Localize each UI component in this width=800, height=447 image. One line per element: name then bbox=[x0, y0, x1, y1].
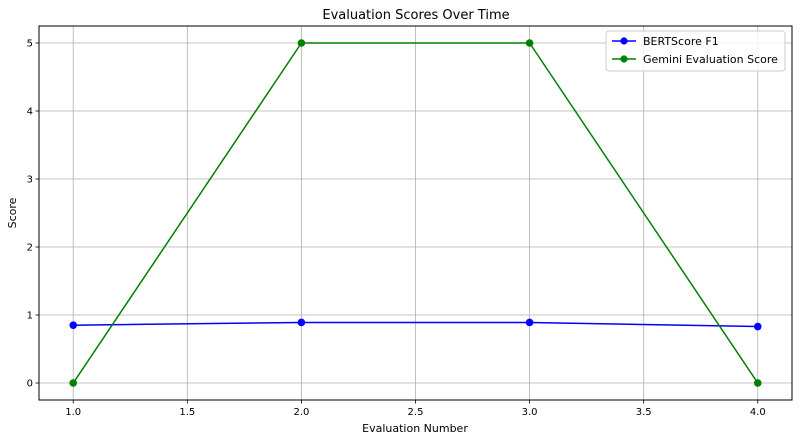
x-tick-label: 4.0 bbox=[750, 407, 766, 418]
data-point-gemini bbox=[69, 379, 78, 387]
x-tick-label: 2.5 bbox=[408, 407, 424, 418]
data-point-bertscore bbox=[525, 318, 534, 327]
x-tick-label: 1.0 bbox=[65, 407, 81, 418]
data-point-gemini bbox=[753, 379, 762, 387]
y-tick-label: 1 bbox=[27, 311, 33, 322]
y-tick-label: 5 bbox=[27, 39, 33, 50]
data-point-gemini bbox=[525, 39, 534, 47]
series-layer bbox=[69, 39, 762, 387]
x-tick-label: 3.5 bbox=[636, 407, 652, 418]
data-point-bertscore bbox=[297, 318, 306, 327]
legend: BERTScore F1 Gemini Evaluation Score bbox=[605, 30, 786, 72]
legend-label-bertscore: BERTScore F1 bbox=[643, 35, 719, 48]
x-tick-label: 3.0 bbox=[522, 407, 538, 418]
x-tick-label: 1.5 bbox=[179, 407, 195, 418]
series-line-gemini bbox=[72, 42, 759, 384]
x-tick-label: 2.0 bbox=[293, 407, 309, 418]
legend-marker-bertscore bbox=[620, 37, 628, 45]
y-tick-label: 3 bbox=[27, 175, 33, 186]
legend-box bbox=[605, 30, 786, 72]
chart-title: Evaluation Scores Over Time bbox=[322, 8, 509, 23]
legend-label-gemini: Gemini Evaluation Score bbox=[643, 53, 778, 66]
x-axis-title: Evaluation Number bbox=[362, 422, 468, 435]
grid-lines bbox=[39, 26, 792, 400]
data-point-bertscore bbox=[69, 321, 78, 330]
y-tick-label: 4 bbox=[27, 107, 33, 118]
axis-ticks: 1.0 1.5 2.0 2.5 3.0 3.5 4.0 0 1 2 3 4 5 bbox=[27, 39, 766, 419]
data-point-bertscore bbox=[753, 322, 762, 331]
series-line-bertscore bbox=[73, 321, 758, 328]
data-point-gemini bbox=[297, 39, 306, 47]
y-tick-label: 2 bbox=[27, 243, 33, 254]
legend-marker-gemini bbox=[620, 55, 628, 63]
y-axis-title: Score bbox=[6, 197, 19, 228]
y-tick-label: 0 bbox=[27, 379, 33, 390]
